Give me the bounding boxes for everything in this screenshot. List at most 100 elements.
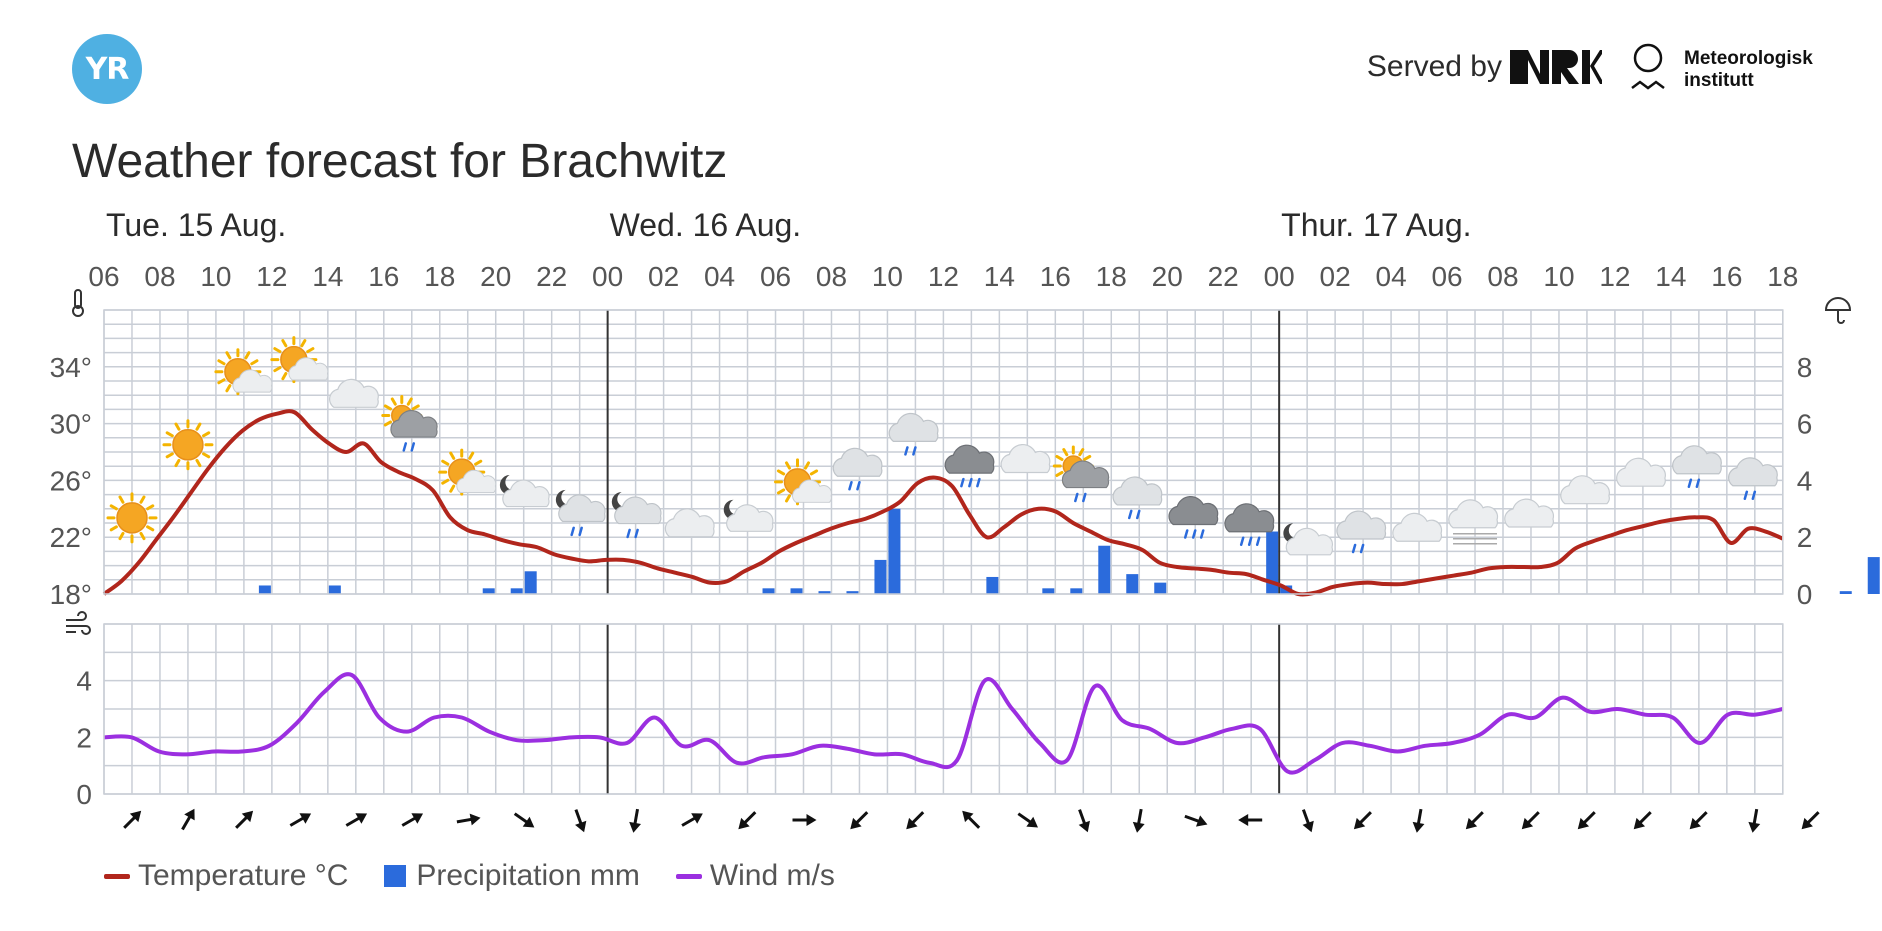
rain-drop bbox=[626, 528, 631, 539]
cloud-body bbox=[1728, 457, 1778, 487]
cloud-shape bbox=[1000, 443, 1051, 474]
wind-arrow-head bbox=[1801, 817, 1813, 830]
cloud-body bbox=[1224, 503, 1275, 533]
cloud-shape bbox=[1504, 498, 1555, 528]
sun-ray bbox=[174, 422, 181, 431]
cloud-body bbox=[502, 479, 550, 508]
sun-cloud-icon bbox=[438, 448, 497, 496]
wind-direction-arrow bbox=[345, 813, 368, 827]
wind-direction-arrow bbox=[1465, 811, 1484, 830]
cloud-shape bbox=[502, 479, 550, 508]
hour-tick-label: 14 bbox=[1655, 261, 1686, 292]
cloud-shape bbox=[1560, 475, 1611, 505]
cloud-rain-icon bbox=[1728, 457, 1778, 501]
precipitation-bar bbox=[1154, 582, 1167, 594]
wind-direction-arrow bbox=[456, 813, 481, 826]
wind-direction-arrow bbox=[1748, 808, 1761, 833]
precipitation-bar bbox=[524, 571, 537, 594]
rain-drop bbox=[1128, 509, 1133, 520]
rain-drop bbox=[1255, 536, 1261, 546]
met-text-line1: Meteorologisk bbox=[1684, 48, 1813, 69]
precipitation-bar bbox=[1839, 591, 1852, 594]
hour-tick-label: 16 bbox=[1711, 261, 1742, 292]
wind-arrow-head bbox=[299, 813, 312, 824]
day-label: Wed. 16 Aug. bbox=[610, 207, 802, 243]
cloud-shape bbox=[888, 412, 939, 442]
cloud-shape bbox=[1672, 445, 1722, 475]
sun-ray bbox=[281, 339, 288, 348]
rain-drop bbox=[1191, 529, 1197, 539]
wind-arrow-head bbox=[241, 810, 254, 823]
temp-tick-label: 18° bbox=[50, 579, 92, 610]
rain-drop bbox=[1687, 478, 1693, 488]
sun-ray bbox=[118, 531, 125, 541]
wind-direction-arrow bbox=[123, 810, 142, 829]
wind-arrow-head bbox=[691, 813, 703, 824]
sun-ray bbox=[250, 359, 259, 366]
wind-arrow-head bbox=[575, 820, 587, 833]
cloud-shape bbox=[664, 508, 715, 538]
cloud-rain-icon bbox=[1112, 476, 1163, 520]
precipitation-bar bbox=[1126, 574, 1139, 594]
hour-tick-label: 10 bbox=[872, 261, 903, 292]
rain-drop bbox=[960, 477, 965, 488]
wind-direction-arrow bbox=[1184, 814, 1208, 827]
met-logo[interactable]: Meteorologisk institutt bbox=[1628, 42, 1828, 102]
rain-drop bbox=[1751, 490, 1757, 501]
cloud-body bbox=[1000, 443, 1051, 474]
hour-tick-label: 18 bbox=[1096, 261, 1127, 292]
wind-arrow-head bbox=[469, 813, 481, 826]
sun-ray bbox=[202, 452, 211, 459]
rain-drop bbox=[912, 446, 917, 456]
rain-drop bbox=[968, 477, 973, 488]
sun-ray bbox=[1078, 448, 1085, 457]
wind-direction-arrow bbox=[738, 811, 757, 830]
rain-drop bbox=[904, 446, 909, 456]
sun-ray bbox=[139, 495, 146, 504]
dark-cloud-rain-icon bbox=[1168, 496, 1219, 539]
cloud-shape bbox=[1728, 457, 1778, 487]
hour-tick-label: 12 bbox=[256, 261, 287, 292]
umbrella-icon-canopy bbox=[1824, 297, 1852, 311]
cloud-body bbox=[1061, 460, 1110, 489]
wind-arrow-head bbox=[629, 821, 642, 833]
met-logo-icon bbox=[1631, 43, 1665, 90]
cloud-shape bbox=[792, 479, 832, 503]
precipitation-bar bbox=[1070, 588, 1083, 594]
rain-drop bbox=[1247, 536, 1253, 546]
rain-drop bbox=[976, 477, 981, 488]
nrk-logo[interactable] bbox=[1510, 48, 1602, 93]
nrk-logo-mark bbox=[1510, 50, 1602, 84]
wind-arrow-head bbox=[1412, 821, 1425, 833]
wind-direction-arrow bbox=[289, 813, 312, 827]
precipitation-bar bbox=[986, 576, 999, 594]
wind-arrow-head bbox=[1132, 821, 1145, 833]
thermometer-icon-bulb bbox=[72, 305, 84, 317]
wind-arrow-head bbox=[962, 810, 974, 823]
umbrella-icon-handle bbox=[1837, 310, 1845, 324]
cloud-body bbox=[614, 496, 662, 525]
cloud-body bbox=[832, 447, 883, 477]
cloud-icon bbox=[1504, 498, 1555, 528]
sun-ray bbox=[146, 504, 155, 511]
umbrella-icon bbox=[1824, 297, 1852, 324]
sun-cloud-icon bbox=[774, 458, 832, 506]
cloud-body bbox=[288, 357, 329, 381]
moon-cloud-rain-icon bbox=[611, 491, 662, 539]
rain-drop bbox=[1359, 543, 1365, 554]
wind-icon-lines bbox=[66, 611, 91, 635]
wind-arrow-head bbox=[1078, 820, 1090, 833]
rain-drop bbox=[402, 442, 408, 452]
sun-ray bbox=[217, 359, 226, 366]
wind-arrow-head bbox=[522, 816, 535, 828]
wind-arrow-head bbox=[1195, 815, 1208, 827]
sun-ray bbox=[1055, 454, 1064, 461]
precipitation-bar bbox=[1098, 545, 1111, 594]
sun-cloud-rain-icon bbox=[1052, 445, 1110, 503]
cloud-body bbox=[792, 479, 832, 503]
sun-ray bbox=[406, 397, 413, 406]
yr-logo[interactable]: YR bbox=[72, 34, 142, 104]
sun-ray bbox=[468, 451, 475, 460]
wind-direction-arrow bbox=[1577, 811, 1596, 830]
sun-ray bbox=[411, 404, 420, 411]
